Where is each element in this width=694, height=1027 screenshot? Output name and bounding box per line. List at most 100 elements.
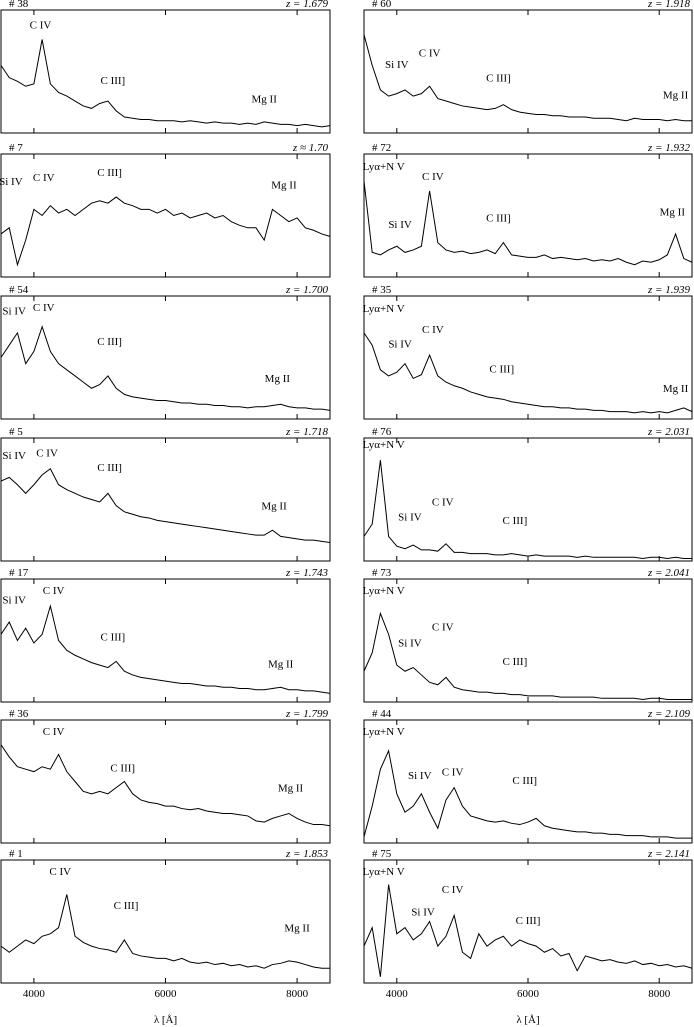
- line-label: C IV: [49, 866, 71, 878]
- line-label: Lyα+N V: [363, 439, 405, 451]
- line-label: C III]: [100, 632, 125, 644]
- x-tick-label: 8000: [286, 988, 309, 1000]
- x-tick-label: 4000: [23, 988, 46, 1000]
- panel-frame: [0, 859, 331, 984]
- line-label: C III]: [503, 656, 528, 668]
- line-label: C IV: [33, 172, 55, 184]
- line-label: Mg II: [663, 383, 689, 395]
- panel-frame: [363, 153, 693, 278]
- panel-title: # 7: [9, 142, 23, 154]
- line-label: C IV: [33, 302, 55, 314]
- line-label: Mg II: [261, 500, 287, 512]
- panel-title: # 54: [9, 284, 29, 296]
- line-label: C IV: [422, 324, 444, 336]
- x-tick-label: 6000: [155, 988, 178, 1000]
- line-label: Mg II: [663, 90, 689, 102]
- line-label: Lyα+N V: [363, 303, 405, 315]
- panel-redshift: z = 1.700: [285, 284, 328, 296]
- line-label: C IV: [442, 884, 464, 896]
- panel-title: # 36: [9, 708, 29, 720]
- spectrum-line: [363, 181, 693, 266]
- panel-title: # 72: [372, 142, 391, 154]
- line-label: C IV: [442, 766, 464, 778]
- panel-frame: [363, 295, 693, 420]
- line-label: Si IV: [388, 339, 412, 351]
- panel-title: # 44: [372, 708, 392, 720]
- line-label: C IV: [30, 19, 52, 31]
- spectrum-line: [0, 196, 331, 267]
- line-label: C IV: [43, 585, 65, 597]
- spectrum-line: [0, 744, 331, 827]
- spectrum-line: [363, 611, 692, 701]
- panel-redshift: z = 2.041: [647, 567, 690, 579]
- spectrum-line: [0, 39, 331, 128]
- panel-frame: [363, 9, 693, 134]
- panel-redshift: z = 2.141: [647, 848, 690, 860]
- line-label: C IV: [36, 447, 58, 459]
- spectrum-line: [363, 460, 692, 560]
- panel-frame: [363, 437, 693, 562]
- line-label: Si IV: [0, 176, 23, 188]
- spectrum-line: [0, 604, 331, 694]
- line-label: C III]: [110, 763, 135, 775]
- line-label: Mg II: [278, 782, 304, 794]
- panel-title: # 5: [9, 426, 23, 438]
- panel-redshift: z = 1.939: [647, 284, 690, 296]
- x-axis-label: λ [Å]: [154, 1014, 177, 1026]
- line-label: Lyα+N V: [363, 726, 405, 738]
- panel-redshift: z = 1.743: [285, 567, 328, 579]
- x-tick-label: 6000: [517, 988, 540, 1000]
- panel-title: # 76: [372, 426, 392, 438]
- panel-redshift: z = 1.932: [647, 142, 690, 154]
- line-label: C III]: [516, 915, 541, 927]
- line-label: C IV: [422, 171, 444, 183]
- line-label: Si IV: [398, 511, 422, 523]
- panel-redshift: z = 1.853: [285, 848, 328, 860]
- panel-title: # 35: [372, 284, 392, 296]
- panel-redshift: z = 1.918: [647, 0, 690, 10]
- x-tick-label: 4000: [386, 988, 409, 1000]
- line-label: Lyα+N V: [363, 866, 405, 878]
- line-label: C IV: [432, 497, 454, 509]
- spectrum-line: [363, 884, 693, 977]
- line-label: C III]: [100, 75, 125, 87]
- line-label: C III]: [503, 515, 528, 527]
- spectrum-line: [363, 332, 693, 414]
- line-label: Si IV: [411, 906, 435, 918]
- x-tick-label: 8000: [648, 988, 671, 1000]
- panel-redshift: z = 1.718: [285, 426, 328, 438]
- line-label: Lyα+N V: [363, 585, 405, 597]
- line-label: C IV: [43, 726, 65, 738]
- line-label: C III]: [486, 213, 511, 225]
- line-label: Si IV: [2, 450, 26, 462]
- line-label: Mg II: [252, 93, 278, 105]
- line-label: C III]: [97, 336, 122, 348]
- line-label: C III]: [486, 72, 511, 84]
- line-label: Mg II: [265, 373, 291, 385]
- line-label: Si IV: [385, 59, 409, 71]
- spectrum-line: [0, 894, 330, 969]
- spectrum-line: [0, 467, 331, 544]
- line-label: Si IV: [398, 638, 422, 650]
- line-label: C III]: [512, 775, 537, 787]
- line-label: Mg II: [271, 179, 297, 191]
- panel-redshift: z = 1.799: [285, 708, 328, 720]
- panel-title: # 75: [372, 848, 392, 860]
- panel-title: # 1: [9, 848, 23, 860]
- line-label: Si IV: [2, 595, 26, 607]
- x-axis-label: λ [Å]: [516, 1014, 539, 1026]
- line-label: C III]: [97, 462, 122, 474]
- panel-title: # 60: [372, 0, 392, 10]
- line-label: Mg II: [284, 922, 310, 934]
- panel-title: # 38: [9, 0, 29, 10]
- panel-redshift: z = 2.031: [647, 426, 690, 438]
- panel-redshift: z = 2.109: [647, 708, 690, 720]
- line-label: Mg II: [268, 659, 294, 671]
- line-label: C III]: [114, 900, 139, 912]
- panel-title: # 73: [372, 567, 392, 579]
- line-label: Mg II: [660, 207, 686, 219]
- line-label: C IV: [432, 622, 454, 634]
- line-label: C III]: [97, 167, 122, 179]
- panel-redshift: z ≈ 1.70: [292, 142, 329, 154]
